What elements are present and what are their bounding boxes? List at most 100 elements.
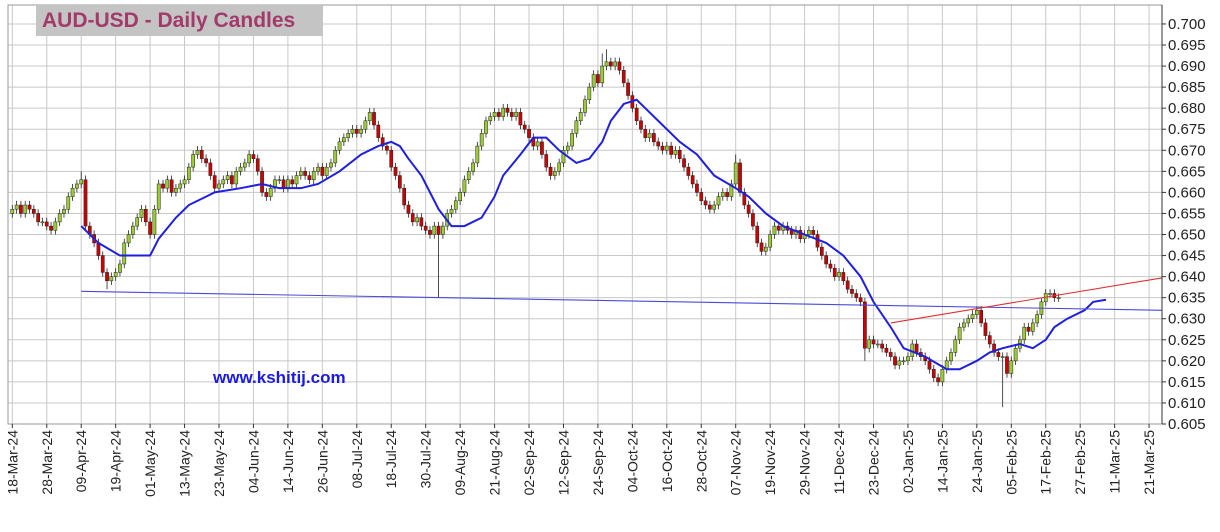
candle-body [324,166,329,176]
candle-body [346,133,351,138]
candle-body [544,154,549,168]
candle-body [238,166,243,172]
candle-body [294,175,299,185]
candle-body [131,225,135,235]
candle-body [682,158,686,168]
candle-body [225,175,230,181]
candle-body [936,377,940,383]
candle-body [729,183,734,197]
candle-body [660,145,665,151]
candle-body [652,133,656,143]
candle-body [148,221,152,235]
candle-body [604,61,609,67]
y-tick-label: 0.630 [1168,311,1206,328]
x-tick-label: 04-Oct-24 [624,430,640,492]
candle-body [397,175,402,189]
overlay-line [81,290,1162,311]
candle-body [432,225,437,235]
candle-body [673,150,678,155]
candle-body [970,314,975,319]
x-tick-label: 09-Apr-24 [73,430,89,492]
y-tick-label: 0.625 [1168,332,1206,349]
candle-body [884,347,889,353]
y-tick-label: 0.610 [1168,395,1206,412]
x-tick-label: 02-Jan-25 [900,430,916,493]
x-tick-label: 12-Sep-24 [555,430,571,496]
candle-body [1026,326,1031,332]
y-tick-label: 0.695 [1168,37,1206,54]
candle-body [178,183,183,189]
candle-body [962,322,966,328]
candle-body [466,171,471,181]
plot-area [10,49,1162,408]
candle-body [639,120,643,130]
candle-body [733,162,738,185]
y-tick-label: 0.655 [1168,205,1206,222]
x-tick-label: 28-Mar-24 [39,430,55,495]
x-tick-label: 18-Jul-24 [383,430,399,489]
candle-body [578,112,583,122]
candle-body [725,192,729,197]
candle-body [695,183,699,193]
candle-body [617,61,622,71]
x-tick-label: 24-Sep-24 [590,430,606,496]
candle-body [931,369,936,378]
x-tick-label: 09-Aug-24 [452,430,468,496]
candle-body [156,183,161,210]
candle-body [428,230,432,235]
candle-body [591,74,596,88]
candle-body [96,242,101,256]
candle-body [527,128,531,138]
x-tick-label: 28-Oct-24 [693,430,709,492]
candle-body [738,162,742,193]
candle-body [458,192,462,202]
candle-body [570,133,574,147]
x-tick-label: 02-Sep-24 [521,430,537,496]
candle-body [535,141,540,147]
title-box [36,5,323,36]
x-tick-label: 05-Feb-25 [1003,430,1019,495]
x-tick-label: 14-Jun-24 [280,430,296,493]
grid [8,5,1162,425]
candle-body [415,217,419,223]
candle-body [281,179,286,189]
x-tick-label: 11-Dec-24 [831,430,847,495]
x-tick-label: 21-Mar-25 [1141,430,1157,495]
axes: 0.605 0.610 0.615 0.620 0.625 0.630 0.635 0.640… [4,16,1205,497]
candle-body [290,179,295,185]
candle-body [40,221,45,224]
candle-body [191,154,196,168]
candle-body [449,208,454,214]
candle-body [441,225,445,235]
candle-body [182,179,187,185]
candle-body [402,187,406,206]
candle-body [316,166,320,172]
x-tick-label: 19-Apr-24 [108,430,124,492]
candle-body [811,230,816,235]
candle-body [372,112,376,126]
candle-body [755,225,760,244]
candle-body [742,192,747,206]
candle-body [161,183,165,189]
candle-body [199,150,204,159]
candle-body [501,107,506,117]
candle-body [807,230,811,235]
x-tick-label: 24-Jan-25 [969,430,985,493]
candle-body [514,112,518,117]
candle-body [10,208,15,214]
candle-body [1022,326,1027,341]
candle-body [268,187,273,197]
candle-body [230,175,234,185]
candle-body [776,225,781,231]
candle-body [974,310,979,315]
candle-body [410,213,415,223]
x-tick-label: 08-Jul-24 [349,430,365,489]
candle-body [621,70,626,84]
candle-body [565,145,570,151]
candle-body [49,225,53,231]
candle-body [690,175,695,185]
candle-body [1035,314,1039,324]
candle-body [251,154,256,159]
y-tick-label: 0.685 [1168,79,1206,96]
